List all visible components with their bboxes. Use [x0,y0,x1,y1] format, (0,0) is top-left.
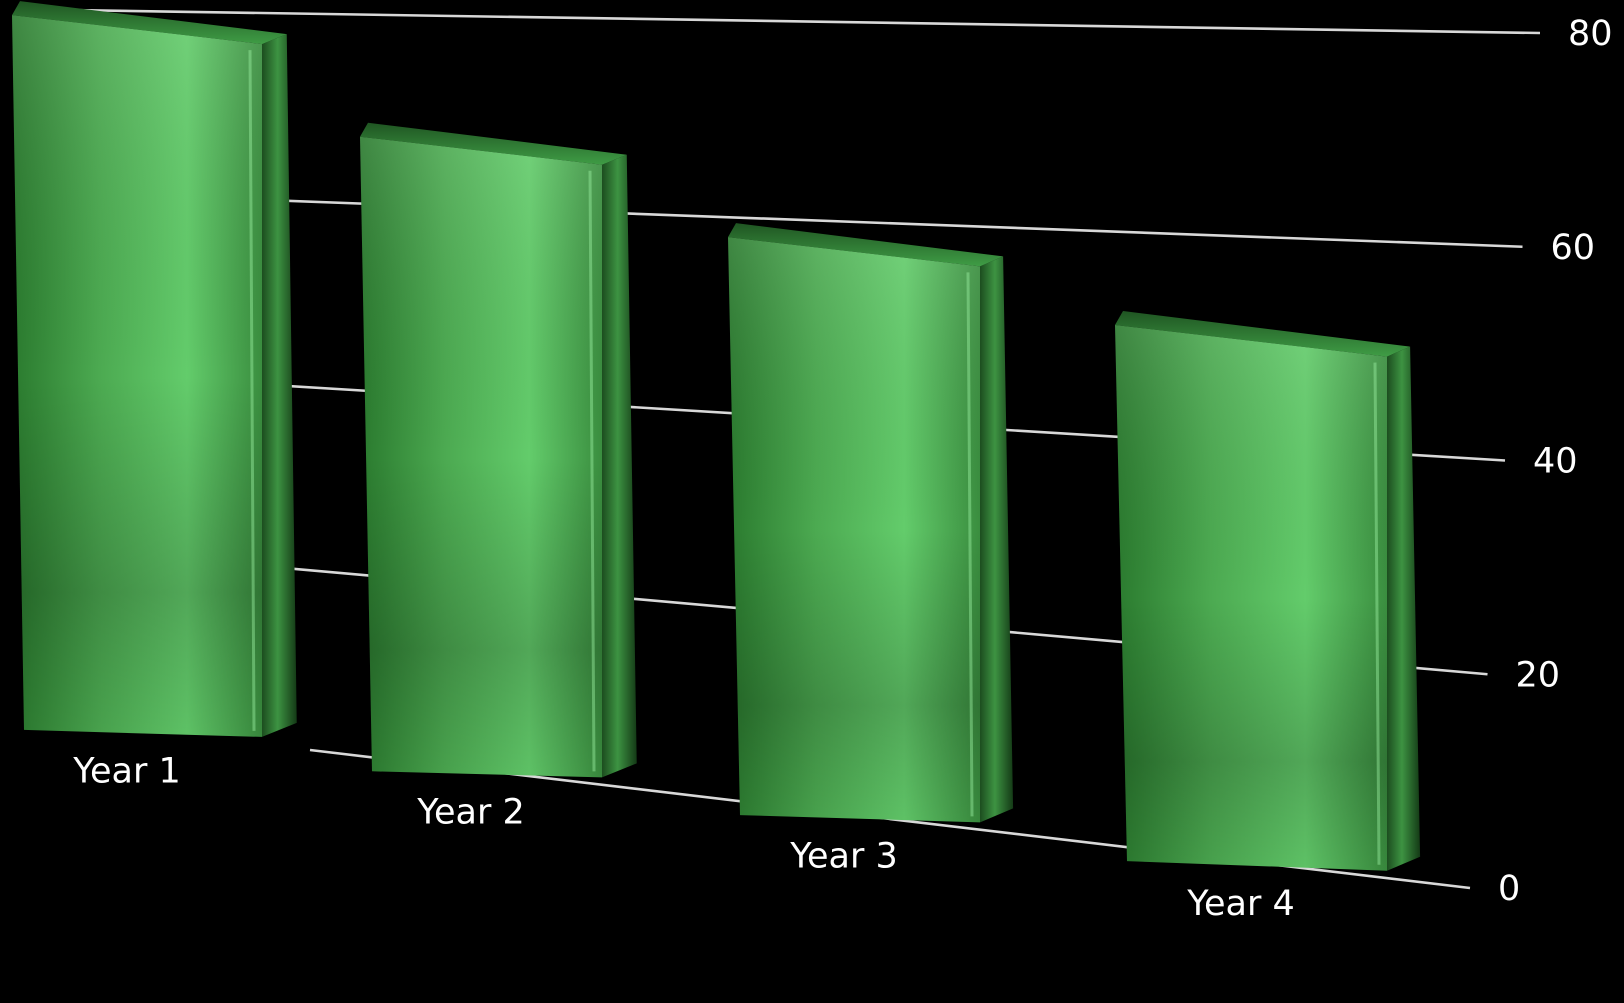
x-tick-label-4: Year 4 [1186,884,1295,924]
bar-3 [728,223,1014,823]
bar-4-top [1115,311,1411,357]
y-tick-label-40: 40 [1533,442,1578,482]
y-tick-label-60: 60 [1551,228,1596,268]
bar-3-top [728,223,1004,267]
bar-1-highlight [248,50,256,731]
bar-4-side [1387,346,1421,871]
y-tick-label-80: 80 [1568,14,1613,54]
bar-3-side [980,256,1014,823]
bar-1 [12,1,297,737]
bar-2-highlight [588,170,596,772]
bar-2-top [360,122,627,165]
gridline-80 [69,8,1541,35]
bar-2-side [602,154,637,778]
x-tick-label-3: Year 3 [789,837,898,877]
bar-3-highlight [966,272,974,817]
bars [12,1,1421,871]
bar-4 [1115,311,1421,871]
x-tick-label-1: Year 1 [72,751,181,791]
bar-3-shade [728,237,980,823]
x-axis-categories: Year 1 Year 2 Year 3 Year 4 [72,751,1295,924]
bar-1-side [262,34,297,737]
bar-4-shade [1115,325,1387,871]
bar-2 [360,122,637,778]
bar-1-shade [12,15,262,737]
y-axis-ticks: 0 20 40 60 80 [1498,14,1613,909]
x-tick-label-2: Year 2 [416,792,525,832]
y-tick-label-20: 20 [1516,655,1561,695]
bar-4-highlight [1373,362,1381,865]
bar-1-top [12,1,287,45]
y-tick-label-0: 0 [1498,869,1520,909]
bar-2-shade [360,136,602,778]
